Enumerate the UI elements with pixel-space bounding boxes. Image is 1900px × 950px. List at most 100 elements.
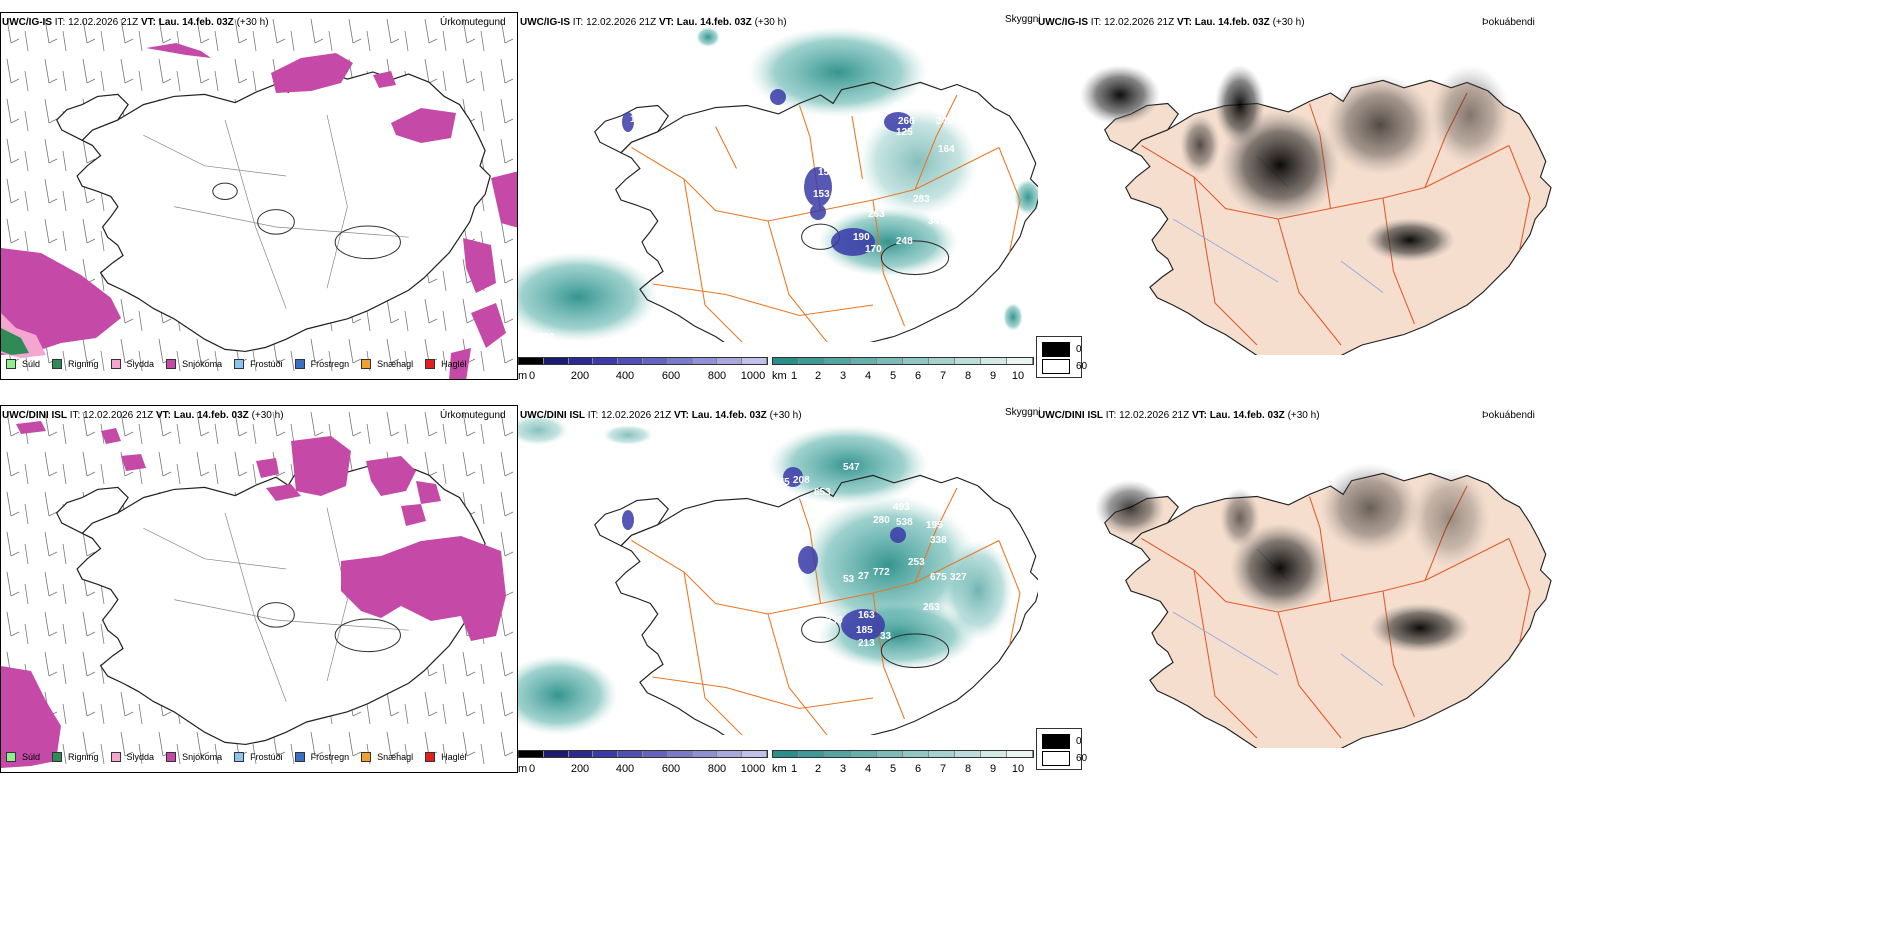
tick: 1	[790, 370, 798, 382]
visibility-unit: km	[772, 763, 787, 775]
legend-item: Rigning	[52, 752, 99, 762]
cloud-base-value-label: 211	[973, 129, 990, 140]
cloud-base-value-label: 547	[843, 462, 860, 473]
cloud-base-value-label: 772	[873, 567, 890, 578]
visibility-colorbar-1: km 1 2 3 4 5 6 7 8 9 10	[772, 357, 1034, 382]
cloud-base-value-label: 170	[865, 244, 882, 255]
cloud-base-value-label: 253	[908, 557, 925, 568]
cloud-base-value-label: 33	[880, 631, 892, 642]
vt-value: Lau. 14.feb. 03Z	[173, 410, 249, 421]
legend-label: Rigning	[68, 752, 99, 762]
vt-label: VT:	[658, 17, 674, 28]
it-label: IT:	[1105, 410, 1117, 421]
vt-label: VT:	[140, 17, 156, 28]
tick: 800	[707, 763, 727, 775]
run-header-2-a: UWC/DINI ISL IT: 12.02.2026 21Z VT: Lau.…	[2, 410, 284, 422]
vt-value: Lau. 14.feb. 03Z	[1194, 17, 1270, 28]
tick: 9	[989, 370, 997, 382]
legend-item: Frostúði	[234, 752, 283, 762]
tick: 600	[661, 763, 681, 775]
tick: 4	[864, 370, 872, 382]
fog-swatch	[1042, 342, 1070, 357]
cloud-base-value-label: 248	[896, 236, 913, 247]
fog-label: 60	[1076, 361, 1088, 372]
run-header-1-b: UWC/IG-IS IT: 12.02.2026 21Z VT: Lau. 14…	[520, 17, 787, 29]
fog-map-2	[1095, 463, 1552, 748]
run-header-2-c: UWC/DINI ISL IT: 12.02.2026 21Z VT: Lau.…	[1038, 410, 1320, 422]
cloud-base-value-label: 185	[856, 625, 873, 636]
fog-label: 0	[1076, 344, 1082, 355]
tick: 9	[989, 763, 997, 775]
legend-item: Frostregn	[294, 752, 349, 762]
cloud-base-value-label: 538	[896, 517, 913, 528]
cloud-base-value-label: 175	[773, 477, 790, 488]
visibility-colorbar-2: km 1 2 3 4 5 6 7 8 9 10	[772, 750, 1034, 775]
precip-type-map-2	[1, 406, 517, 772]
legend-label: Frostúði	[250, 752, 283, 762]
vt-value: Lau. 14.feb. 03Z	[691, 410, 767, 421]
legend-label: Slydda	[126, 359, 155, 369]
fog-swatch	[1042, 734, 1070, 749]
vt-label: VT:	[1176, 17, 1192, 28]
tick: 200	[570, 763, 590, 775]
visibility-panel-2	[518, 405, 1038, 735]
cloud-base-value-label: 125	[896, 127, 913, 138]
it-value: 12.02.2026 21Z	[68, 17, 139, 28]
legend-swatch	[6, 359, 16, 369]
model-name: UWC/DINI ISL	[520, 410, 585, 421]
cloud-base-value-label: 280	[873, 515, 890, 526]
run-header-2-b: UWC/DINI ISL IT: 12.02.2026 21Z VT: Lau.…	[520, 410, 802, 422]
tick: 2	[814, 763, 822, 775]
cloud-base-colorbar-2: m 0 200 400 600 800 1000	[518, 750, 768, 775]
cloud-base-value-label: 213	[858, 638, 875, 649]
legend-item: Frostregn	[294, 359, 349, 369]
legend-label: Snjókoma	[182, 752, 223, 762]
fog-map-1	[1080, 65, 1552, 355]
it-value: 12.02.2026 21Z	[1119, 410, 1190, 421]
legend-label: Snjókoma	[182, 359, 223, 369]
visibility-panel-1	[518, 12, 1038, 342]
legend-swatch	[294, 359, 305, 369]
fog-panel-2	[1040, 418, 1560, 748]
cloud-base-value-label: 195	[926, 520, 943, 531]
legend-label: Haglél	[441, 359, 467, 369]
tick: 6	[914, 370, 922, 382]
legend-swatch	[110, 752, 121, 762]
tick: 10	[1011, 763, 1025, 775]
tick: 8	[964, 763, 972, 775]
cloud-base-value-label: 653	[814, 487, 831, 498]
cloud-base-unit: m	[518, 370, 528, 382]
tick: 400	[615, 370, 635, 382]
tick: 6	[914, 763, 922, 775]
tick: 1	[790, 763, 798, 775]
legend-item: Haglél	[425, 752, 467, 762]
legend-label: Súld	[22, 359, 41, 369]
fog-title-1: Þokuábendi	[1482, 17, 1535, 28]
cloud-base-labels-2: 175 208 653 547 493 538 280 195 338 227 253 675 327 7…	[773, 462, 990, 649]
legend-swatch	[234, 359, 245, 369]
fog-legend-row: 60	[1042, 359, 1087, 374]
tick: 1000	[740, 763, 766, 775]
legend-swatch	[166, 359, 177, 369]
visibility-map-2	[518, 415, 1038, 735]
it-label: IT:	[54, 17, 66, 28]
cloud-base-value-label: 163	[858, 610, 875, 621]
cloud-base-value-label: 153	[813, 189, 830, 200]
tick: 1000	[740, 370, 766, 382]
cloud-base-value-label: 227	[973, 532, 990, 543]
legend-item: Snjókoma	[166, 752, 222, 762]
cloud-base-value-label: 185	[630, 114, 647, 125]
precip-type-panel-1: Súld Rigning Slydda Snjókoma Frostúði Fr…	[0, 12, 518, 380]
cloud-base-value-label: 338	[930, 535, 947, 546]
legend-item: Frostúði	[234, 359, 283, 369]
legend-label: Snæhagl	[377, 359, 414, 369]
tick: 600	[661, 370, 681, 382]
visibility-title-1: Skyggni	[1005, 14, 1041, 25]
legend-item: Súld	[6, 752, 40, 762]
tick: 800	[707, 370, 727, 382]
tick: 0	[528, 763, 536, 775]
visibility-title-2: Skyggni	[1005, 407, 1041, 418]
cloud-base-value-label: 341	[928, 216, 945, 227]
cloud-base-value-label: 236	[826, 615, 843, 626]
